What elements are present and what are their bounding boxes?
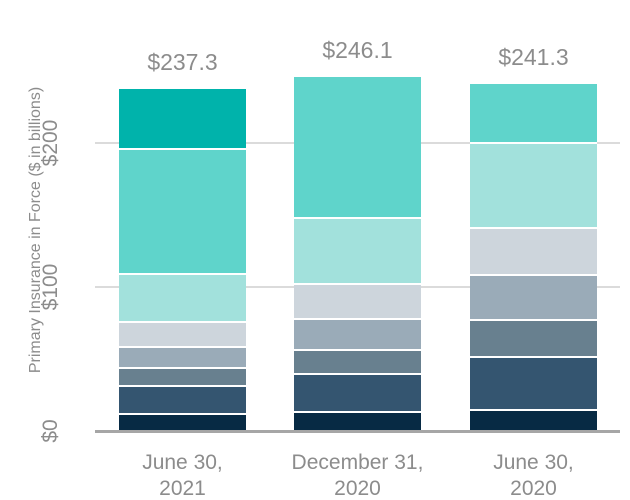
- bar-segment: [470, 355, 597, 409]
- x-tick-label-line1: June 30,: [142, 451, 223, 474]
- bar-segment: [470, 408, 597, 431]
- bar-segment: [294, 411, 421, 431]
- bar-segment: [470, 274, 597, 319]
- bar-total-label: $241.3: [498, 43, 569, 70]
- y-tick-label: $0: [39, 419, 62, 443]
- bar-segment: [470, 83, 597, 142]
- bar-segment: [119, 384, 246, 413]
- bar: [119, 89, 246, 431]
- x-tick-label-line1: December 31,: [291, 451, 424, 474]
- bar-segment: [294, 373, 421, 412]
- bar-segment: [294, 217, 421, 283]
- bar-segment: [119, 273, 246, 322]
- bar-segment: [119, 148, 246, 274]
- x-tick-label-line1: June 30,: [493, 451, 574, 474]
- bar: [470, 83, 597, 431]
- bar-segment: [294, 282, 421, 318]
- x-axis-line: [95, 430, 620, 433]
- bar-segment: [119, 412, 246, 431]
- x-tick-label-line2: 2020: [334, 477, 381, 500]
- x-tick-label: June 30, 2020: [434, 450, 630, 500]
- x-tick-label: December 31, 2020: [258, 450, 458, 500]
- bar-segment: [470, 226, 597, 275]
- bar-segment: [294, 76, 421, 218]
- x-tick-label-line2: 2021: [159, 477, 206, 500]
- bar: [294, 76, 421, 431]
- x-tick-label-line2: 2020: [510, 477, 557, 500]
- bar-segment: [470, 141, 597, 227]
- bar-segment: [470, 318, 597, 356]
- bar-total-label: $237.3: [147, 49, 218, 76]
- bar-segment: [119, 346, 246, 368]
- y-tick-label: $100: [39, 263, 62, 311]
- bar-segment: [119, 321, 246, 347]
- y-tick-label: $200: [39, 119, 62, 167]
- bar-segment: [119, 89, 246, 149]
- bar-segment: [294, 317, 421, 349]
- bar-total-label: $246.1: [322, 36, 393, 63]
- bar-segment: [294, 348, 421, 374]
- bar-segment: [119, 367, 246, 385]
- x-tick-label: June 30, 2021: [83, 450, 283, 500]
